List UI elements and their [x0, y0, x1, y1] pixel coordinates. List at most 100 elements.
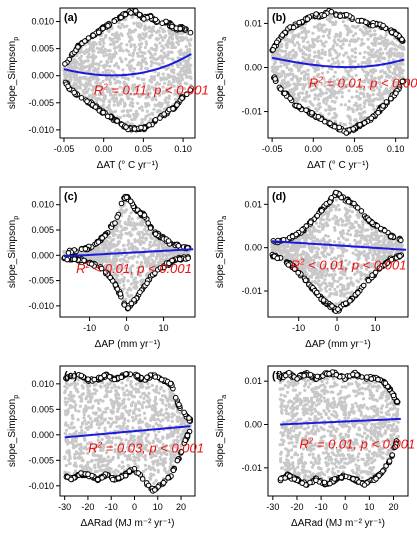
data-point — [113, 96, 117, 100]
data-point — [353, 234, 357, 238]
data-point — [139, 67, 143, 71]
outlier-point — [152, 270, 158, 276]
data-point — [308, 100, 312, 104]
data-point — [145, 89, 149, 93]
y-tick-label: 0.00 — [244, 62, 262, 72]
outlier-point — [128, 300, 135, 307]
data-point — [125, 24, 129, 28]
data-point — [124, 297, 128, 302]
data-point — [75, 66, 79, 70]
data-point — [336, 77, 340, 82]
data-point — [384, 30, 388, 34]
data-point — [386, 65, 390, 69]
data-point — [346, 262, 350, 266]
data-point — [342, 122, 346, 127]
data-point — [373, 83, 377, 87]
data-point — [90, 65, 94, 69]
data-point — [176, 93, 180, 98]
data-point — [136, 54, 140, 58]
data-point — [316, 36, 320, 40]
data-point — [153, 95, 157, 99]
data-point — [355, 38, 359, 43]
data-point — [107, 87, 111, 91]
data-point — [323, 234, 328, 238]
data-point — [400, 71, 404, 75]
data-point — [394, 80, 398, 84]
y-tick-label: 0.010 — [31, 17, 54, 27]
data-point — [323, 255, 328, 259]
data-point — [173, 45, 178, 49]
data-point — [380, 258, 385, 262]
data-point — [337, 208, 341, 212]
data-point — [105, 246, 109, 250]
data-point — [304, 251, 308, 255]
data-point — [111, 260, 116, 265]
data-point — [371, 92, 375, 97]
data-point — [186, 69, 190, 73]
data-point — [119, 225, 123, 229]
data-point — [354, 101, 358, 105]
data-point — [349, 38, 354, 42]
data-point — [335, 114, 339, 118]
data-point — [148, 269, 152, 273]
data-point — [160, 257, 164, 261]
outlier-point — [179, 95, 185, 101]
outlier-point — [357, 122, 363, 128]
data-point — [184, 36, 188, 40]
data-point — [323, 84, 327, 88]
data-point — [323, 29, 327, 34]
data-point — [179, 51, 183, 55]
data-point — [340, 223, 344, 227]
data-point — [332, 256, 337, 260]
data-point — [112, 55, 116, 59]
data-point — [358, 97, 363, 101]
data-point — [330, 15, 334, 19]
data-point — [178, 70, 182, 74]
data-point — [319, 39, 323, 43]
data-point — [166, 45, 170, 49]
data-point — [291, 37, 295, 41]
outlier-point — [393, 90, 399, 96]
data-point — [144, 102, 148, 106]
data-point — [97, 62, 101, 66]
data-point — [95, 80, 99, 84]
outlier-point — [278, 86, 284, 92]
data-point — [378, 48, 382, 52]
data-point — [91, 88, 95, 92]
data-point — [367, 56, 371, 61]
outlier-point — [274, 39, 280, 46]
data-point — [130, 15, 134, 19]
data-point — [150, 252, 154, 256]
data-point — [144, 34, 148, 38]
data-point — [378, 250, 382, 255]
data-point — [336, 38, 340, 42]
data-point — [170, 37, 175, 41]
data-point — [377, 88, 381, 92]
data-point — [383, 235, 387, 239]
data-point — [149, 80, 154, 84]
outlier-point — [187, 29, 194, 36]
data-point — [320, 56, 324, 60]
y-axis-label: slope_Simpsonp — [7, 37, 20, 109]
outlier-point — [370, 22, 376, 29]
data-point — [371, 71, 375, 75]
data-point — [358, 51, 362, 56]
data-point — [159, 251, 163, 255]
data-point — [91, 68, 96, 72]
data-point — [129, 43, 133, 47]
data-point — [326, 70, 330, 74]
data-point — [295, 259, 299, 263]
data-point — [301, 86, 305, 90]
data-point — [316, 39, 320, 43]
data-point — [123, 266, 127, 270]
data-point — [370, 49, 374, 54]
data-point — [161, 72, 165, 76]
data-point — [393, 63, 397, 67]
data-point — [274, 70, 278, 74]
fit-annotation: R2 < 0.01, p < 0.001 — [76, 261, 192, 276]
data-point — [340, 95, 344, 99]
data-point — [362, 95, 366, 99]
outlier-point — [309, 110, 315, 116]
data-point — [128, 230, 132, 235]
data-point — [313, 67, 317, 71]
